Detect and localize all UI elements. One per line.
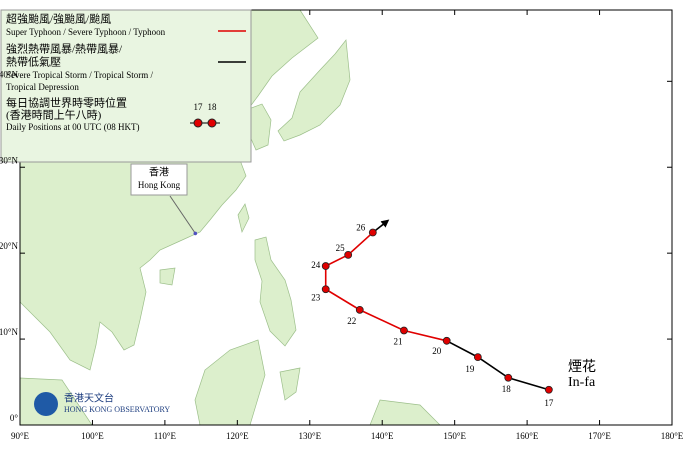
track-line <box>446 340 550 391</box>
hong-kong-point <box>193 231 198 236</box>
legend-box <box>0 9 252 163</box>
daily-position <box>355 305 364 314</box>
logo-text: HONG KONG OBSERVATORY <box>64 405 170 414</box>
place-label: 香港 <box>149 166 169 178</box>
logo: 香港天文台 HONG KONG OBSERVATORY <box>34 391 170 416</box>
legend-text: 熱帶低氣壓 <box>6 55 61 69</box>
callout-box <box>130 163 188 196</box>
daily-position <box>400 326 408 335</box>
y-tick-label: 10°N <box>0 327 18 337</box>
legend-sample-marker <box>193 118 203 128</box>
place-label: Hong Kong <box>138 180 181 190</box>
day-label: 26 <box>356 223 366 233</box>
storm-name: 煙花 <box>568 359 596 375</box>
daily-position <box>473 353 482 362</box>
storm-name: In-fa <box>568 375 596 390</box>
daily-position <box>321 262 330 270</box>
x-tick-label: 170°E <box>588 431 611 441</box>
x-tick-label: 130°E <box>298 431 321 441</box>
daily-position <box>504 373 513 382</box>
legend-text: 超強颱風/強颱風/颱風 <box>6 12 111 26</box>
x-tick-label: 140°E <box>371 431 394 441</box>
legend-sample-label: 17 <box>194 102 204 112</box>
y-tick-label: 30°N <box>0 155 18 165</box>
legend-text: Tropical Depression <box>6 82 79 92</box>
day-label: 23 <box>311 292 321 302</box>
day-label: 18 <box>502 384 512 394</box>
legend-text: Super Typhoon / Severe Typhoon / Typhoon <box>6 27 166 37</box>
y-tick-label: 0° <box>10 413 19 423</box>
legend-sample-marker <box>207 118 217 128</box>
callout-line <box>169 195 196 234</box>
x-tick-label: 100°E <box>81 431 104 441</box>
y-tick-label: 20°N <box>0 241 18 251</box>
legend-text: Severe Tropical Storm / Tropical Storm / <box>6 70 154 80</box>
y-tick-label: 40°N <box>0 69 18 79</box>
day-label: 22 <box>347 316 356 326</box>
legend: 超強颱風/強颱風/颱風 Super Typhoon / Severe Typho… <box>0 9 252 163</box>
x-tick-label: 160°E <box>516 431 539 441</box>
logo-icon <box>34 392 58 416</box>
day-label: 21 <box>393 337 402 347</box>
daily-position <box>344 250 353 259</box>
legend-text: 每日協調世界時零時位置 <box>6 96 127 110</box>
day-label: 19 <box>465 364 475 374</box>
day-label: 24 <box>311 260 321 270</box>
daily-position <box>368 228 377 237</box>
x-tick-label: 110°E <box>154 431 177 441</box>
daily-position <box>321 285 330 294</box>
daily-position <box>544 385 553 394</box>
day-label: 25 <box>336 243 346 253</box>
daily-position <box>442 336 451 345</box>
day-label: 17 <box>544 398 554 408</box>
day-label: 20 <box>432 346 442 356</box>
logo-text: 香港天文台 <box>64 391 114 404</box>
x-tick-label: 90°E <box>11 431 30 441</box>
legend-text: (香港時間上午八時) <box>6 109 102 122</box>
x-tick-label: 120°E <box>226 431 249 441</box>
legend-text: Daily Positions at 00 UTC (08 HKT) <box>6 122 140 132</box>
x-tick-label: 180°E <box>661 431 684 441</box>
map-frame <box>19 9 673 426</box>
legend-text: 強烈熱帶風暴/熱帶風暴/ <box>6 42 123 56</box>
legend-sample-label: 18 <box>208 102 218 112</box>
x-tick-label: 150°E <box>443 431 466 441</box>
